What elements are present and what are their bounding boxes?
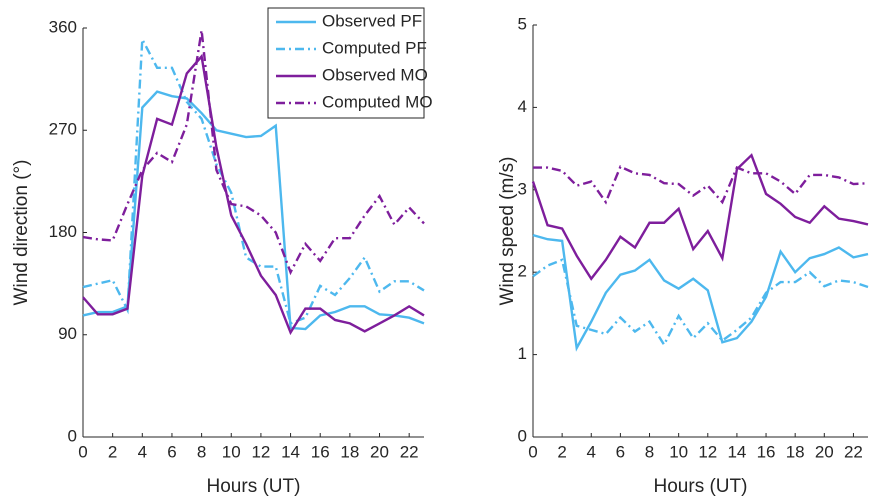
- x-tick-label: 20: [815, 442, 834, 461]
- x-tick-label: 16: [311, 442, 330, 461]
- y-tick-label: 270: [49, 120, 77, 139]
- x-tick-label: 12: [251, 442, 270, 461]
- x-tick-label: 2: [557, 442, 566, 461]
- x-tick-label: 10: [669, 442, 688, 461]
- legend-label: Observed MO: [322, 65, 428, 84]
- x-axis-label: Hours (UT): [654, 476, 748, 497]
- y-axis-label: Wind direction (°): [11, 160, 32, 306]
- y-tick-label: 360: [49, 17, 77, 36]
- x-tick-label: 14: [727, 442, 746, 461]
- y-tick-label: 0: [68, 426, 77, 445]
- legend-label: Observed PF: [322, 11, 422, 30]
- x-tick-label: 2: [108, 442, 117, 461]
- y-axis-label: Wind speed (m/s): [497, 157, 518, 306]
- legend-label: Computed PF: [322, 38, 427, 57]
- series-line: [532, 233, 869, 352]
- y-tick-label: 0: [518, 426, 527, 445]
- y-tick-label: 3: [518, 179, 527, 198]
- x-tick-label: 0: [78, 442, 87, 461]
- legend-label: Computed MO: [322, 92, 433, 111]
- x-tick-label: 22: [400, 442, 419, 461]
- series-line: [82, 90, 425, 331]
- x-tick-label: 18: [340, 442, 359, 461]
- x-tick-label: 20: [370, 442, 389, 461]
- x-tick-label: 6: [167, 442, 176, 461]
- series-line: [82, 53, 425, 336]
- x-tick-label: 4: [587, 442, 596, 461]
- series-line: [533, 165, 869, 205]
- y-tick-label: 2: [518, 262, 527, 281]
- y-tick-label: 90: [58, 324, 77, 343]
- series-line: [82, 30, 425, 276]
- x-tick-label: 16: [757, 442, 776, 461]
- x-tick-label: 18: [786, 442, 805, 461]
- x-tick-label: 12: [698, 442, 717, 461]
- x-axis-label: Hours (UT): [207, 476, 301, 497]
- y-tick-label: 5: [518, 14, 527, 33]
- x-tick-label: 6: [616, 442, 625, 461]
- y-tick-label: 1: [518, 344, 527, 363]
- x-tick-label: 4: [138, 442, 147, 461]
- y-tick-label: 4: [518, 97, 527, 116]
- x-tick-label: 10: [222, 442, 241, 461]
- x-tick-label: 14: [281, 442, 300, 461]
- x-tick-label: 8: [197, 442, 206, 461]
- x-tick-label: 22: [844, 442, 863, 461]
- series-line: [532, 258, 869, 348]
- y-tick-label: 180: [49, 222, 77, 241]
- x-tick-label: 8: [645, 442, 654, 461]
- legend-box: [267, 7, 425, 119]
- series-line: [531, 153, 869, 281]
- x-tick-label: 0: [528, 442, 537, 461]
